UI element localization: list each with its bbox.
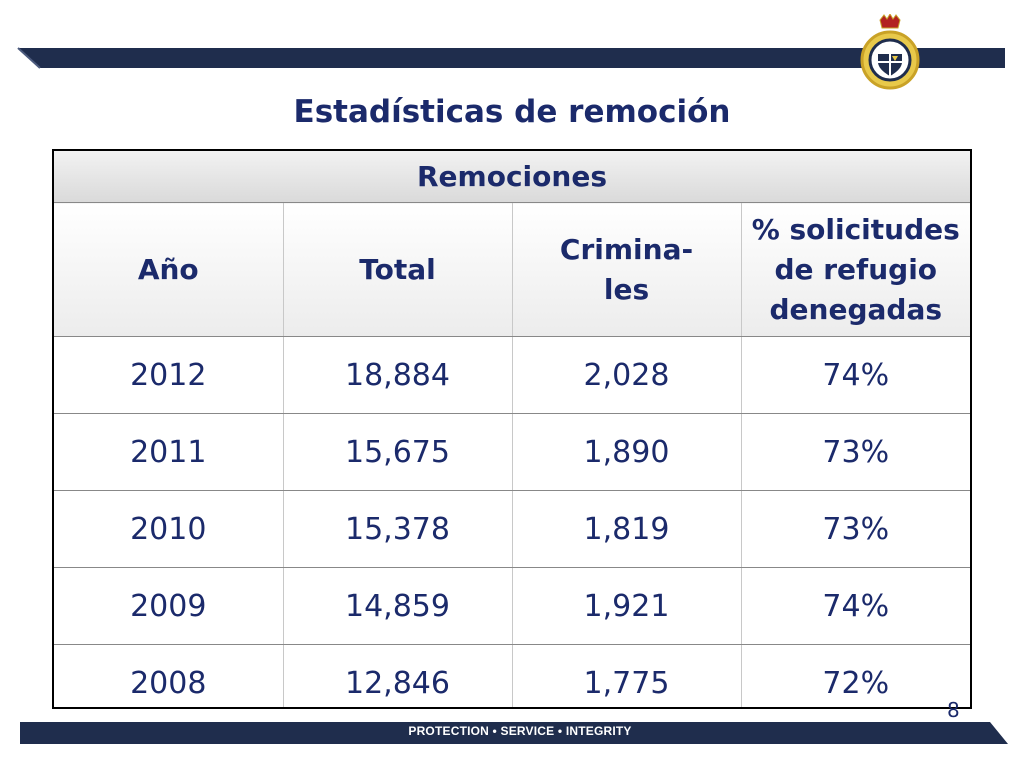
cell-criminals: 2,028 bbox=[512, 336, 742, 414]
column-header-year: Año bbox=[54, 202, 284, 337]
cell-criminals: 1,819 bbox=[512, 490, 742, 568]
table-row: 2010 15,378 1,819 73% bbox=[54, 490, 970, 568]
column-header-label: Año bbox=[137, 252, 199, 286]
cell-year: 2010 bbox=[54, 490, 284, 568]
table-row: 2009 14,859 1,921 74% bbox=[54, 567, 970, 645]
cell-refugee-pct: 73% bbox=[741, 413, 970, 491]
footer-band bbox=[20, 722, 1008, 744]
removals-table: Remociones Año Total Crimina- les % soli… bbox=[52, 149, 972, 709]
table-row: 2011 15,675 1,890 73% bbox=[54, 413, 970, 491]
cell-year: 2012 bbox=[54, 336, 284, 414]
header-band bbox=[17, 47, 1005, 69]
cell-total: 12,846 bbox=[283, 644, 513, 707]
group-header: Remociones bbox=[54, 151, 970, 203]
agency-emblem-icon bbox=[860, 14, 920, 90]
table-body: 2012 18,884 2,028 74% 2011 15,675 1,890 73% 2010… bbox=[54, 336, 970, 707]
slide-title: Estadísticas de remoción bbox=[293, 94, 731, 130]
column-header-label: % solicitudes de refugio denegadas bbox=[751, 212, 960, 326]
column-header-refugee-pct: % solicitudes de refugio denegadas bbox=[741, 202, 970, 337]
column-header-total: Total bbox=[283, 202, 513, 337]
cell-total: 15,675 bbox=[283, 413, 513, 491]
footer-motto: PROTECTION • SERVICE • INTEGRITY bbox=[408, 724, 632, 738]
cell-refugee-pct: 72% bbox=[822, 665, 890, 701]
cell-criminals: 1,775 bbox=[512, 644, 742, 707]
page-number: 8 bbox=[947, 698, 960, 722]
cell-year: 2011 bbox=[54, 413, 284, 491]
cell-total: 15,378 bbox=[283, 490, 513, 568]
column-header-label: Total bbox=[359, 252, 436, 286]
cell-refugee-pct: 74% bbox=[741, 567, 970, 645]
cell-total: 14,859 bbox=[283, 567, 513, 645]
cell-total: 18,884 bbox=[283, 336, 513, 414]
table-column-header-row: Año Total Crimina- les % solicitudes de … bbox=[54, 202, 970, 337]
cell-year: 2008 bbox=[54, 644, 284, 707]
cell-criminals: 1,890 bbox=[512, 413, 742, 491]
cell-criminals: 1,921 bbox=[512, 567, 742, 645]
cell-refugee-pct: 74% bbox=[741, 336, 970, 414]
table-row: 2012 18,884 2,028 74% bbox=[54, 336, 970, 414]
table-row: 2008 12,846 1,775 72% bbox=[54, 644, 970, 707]
cell-year: 2009 bbox=[54, 567, 284, 645]
column-header-label: Crimina- les bbox=[559, 232, 694, 306]
cell-refugee-pct: 73% bbox=[741, 490, 970, 568]
table-group-header-row: Remociones bbox=[54, 151, 970, 203]
column-header-criminals: Crimina- les bbox=[512, 202, 742, 337]
